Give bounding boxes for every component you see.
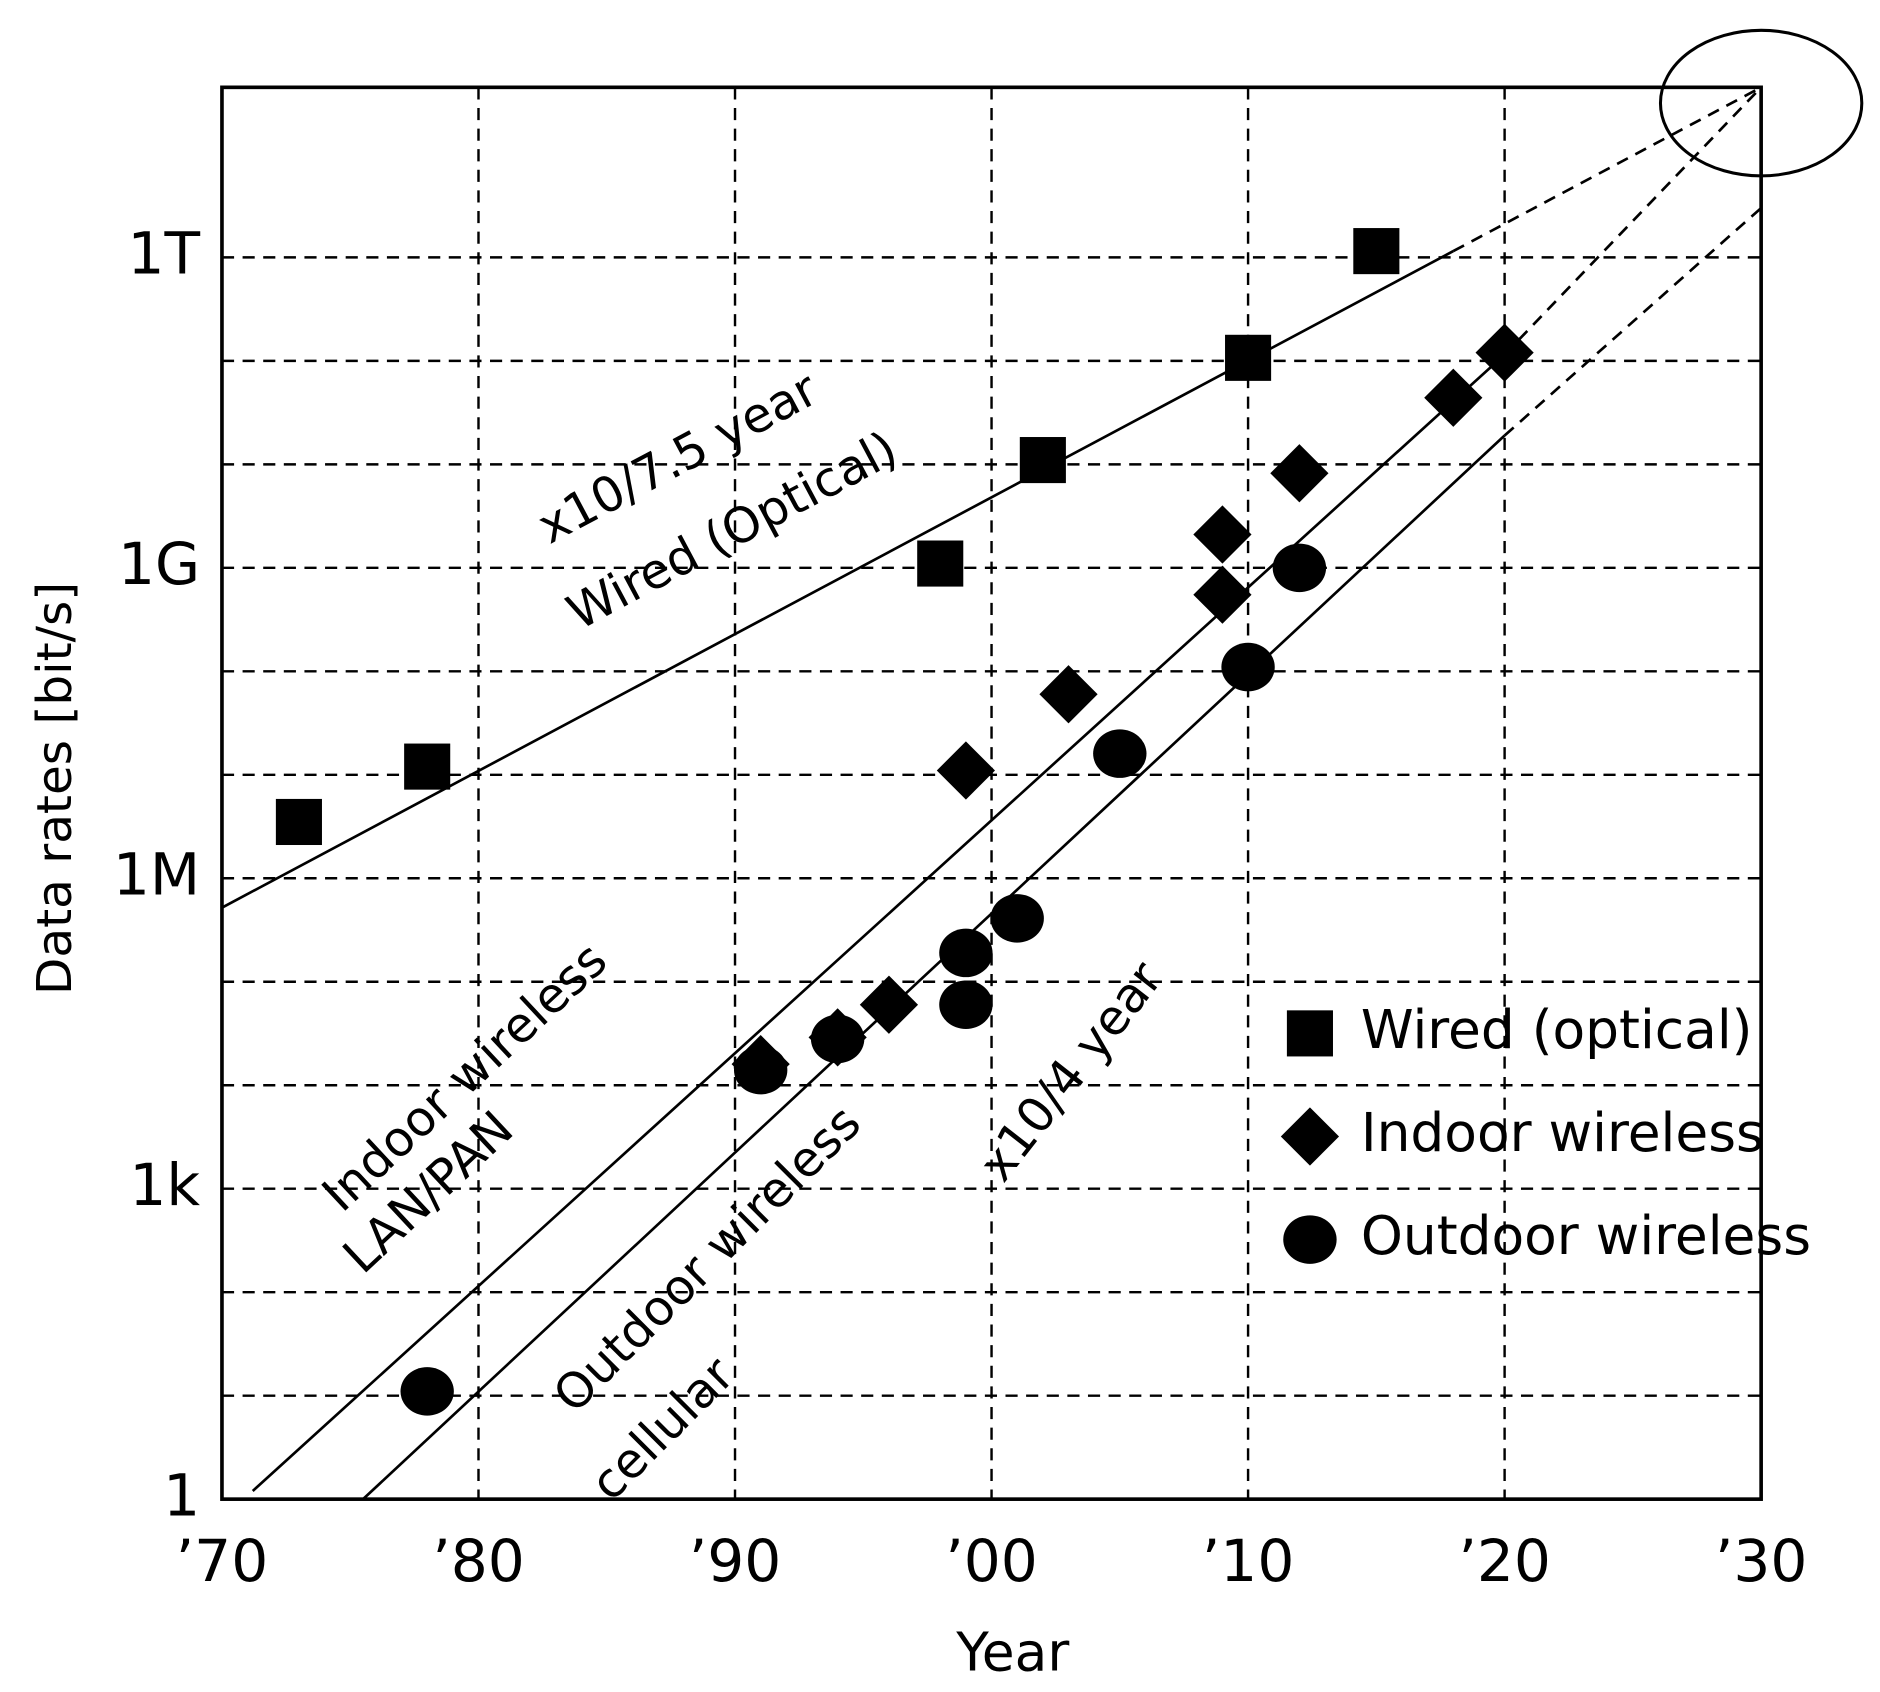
plot-frame: [220, 85, 1763, 1501]
trend-line: [1452, 86, 1762, 253]
trend-line: [1503, 207, 1763, 437]
marker-circle: [1093, 729, 1147, 778]
marker-diamond: [1424, 368, 1483, 427]
marker-circle: [810, 1014, 865, 1064]
marker-diamond: [936, 741, 996, 800]
y-tick-label: 1k: [129, 1151, 200, 1219]
marker-diamond: [859, 975, 919, 1034]
marker-circle: [939, 980, 993, 1029]
marker-circle: [990, 894, 1044, 943]
y-tick-label: 1T: [128, 220, 201, 288]
legend-label: Indoor wireless: [1361, 1101, 1764, 1164]
x-tick-label: ’10: [1202, 1527, 1295, 1595]
legend-marker: [1280, 1107, 1340, 1166]
marker-square: [1225, 334, 1272, 381]
marker-circle: [1272, 543, 1327, 593]
trend-line: [251, 353, 1506, 1492]
marker-square: [917, 540, 964, 587]
x-axis-label: Year: [955, 1620, 1069, 1683]
x-tick-label: ’20: [1458, 1527, 1551, 1595]
annotation: x10/4 year: [969, 951, 1174, 1191]
y-tick-label: 1: [163, 1461, 200, 1529]
marker-circle: [1221, 642, 1275, 692]
marker-diamond: [1270, 444, 1329, 503]
trend-line: [362, 434, 1506, 1500]
x-tick-label: ’90: [689, 1527, 782, 1595]
legend-marker: [1286, 1010, 1333, 1057]
marker-diamond: [1039, 665, 1098, 724]
marker-diamond: [1193, 505, 1252, 564]
marker-square: [275, 798, 322, 846]
x-tick-label: ’80: [432, 1527, 525, 1595]
legend-label: Wired (optical): [1361, 998, 1753, 1061]
x-tick-label: ’70: [176, 1527, 269, 1595]
x-tick-label: ’30: [1715, 1527, 1808, 1595]
trend-line: [1503, 86, 1763, 356]
marker-diamond: [1193, 565, 1252, 624]
marker-circle: [400, 1367, 454, 1416]
legend-marker: [1283, 1215, 1337, 1264]
marker-square: [1019, 437, 1066, 484]
marker-circle: [939, 928, 993, 978]
y-tick-label: 1G: [118, 530, 200, 598]
x-tick-label: ’00: [945, 1527, 1038, 1595]
y-axis-label: Data rates [bit/s]: [27, 582, 83, 995]
marker-square: [404, 743, 451, 790]
marker-circle: [733, 1045, 788, 1095]
legend-label: Outdoor wireless: [1361, 1204, 1811, 1267]
y-tick-label: 1M: [113, 840, 200, 908]
marker-square: [1353, 228, 1400, 275]
